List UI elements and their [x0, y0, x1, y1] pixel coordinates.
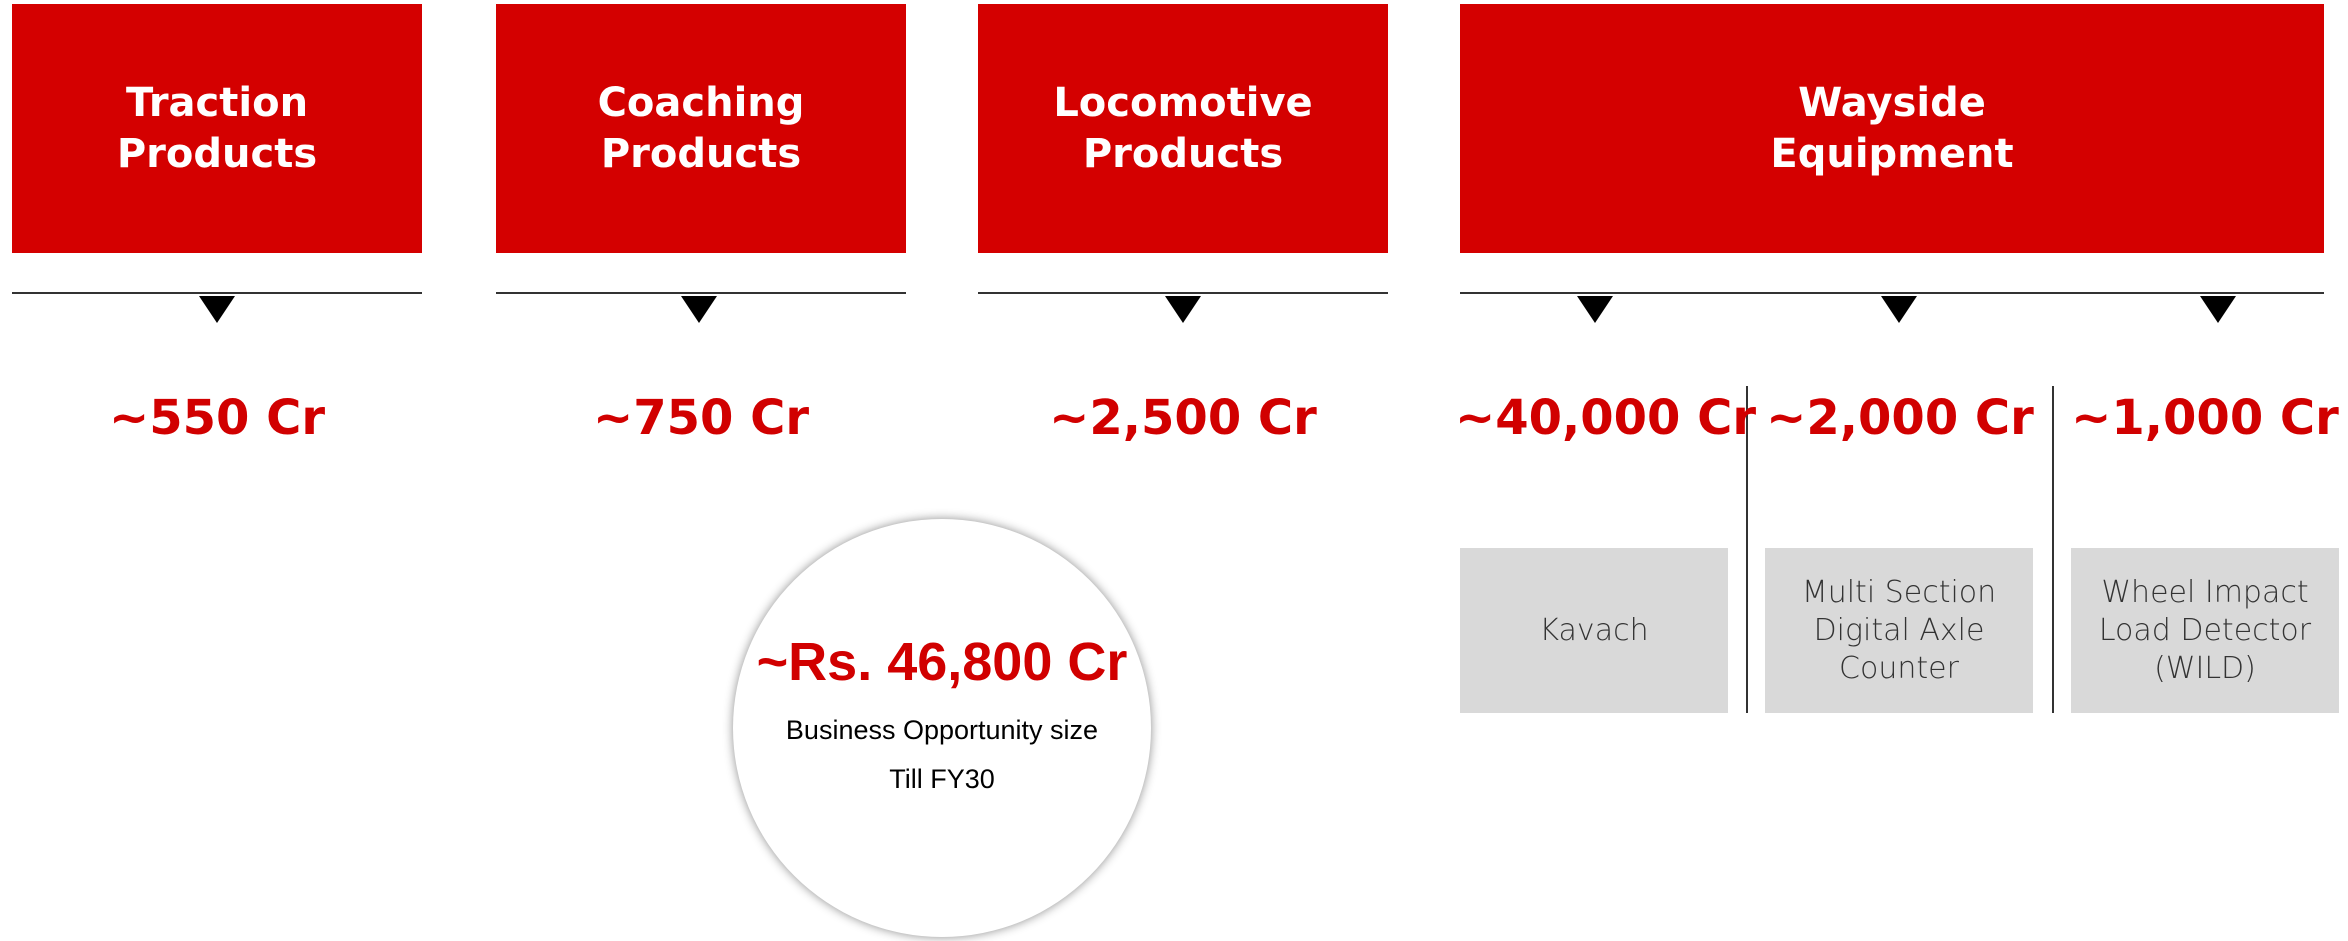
header-box: Locomotive Products [978, 4, 1388, 253]
header-line: Products [116, 130, 318, 177]
item-line: Wheel Impact [2101, 574, 2309, 610]
total-caption: Business Opportunity size [785, 715, 1099, 745]
arrow [199, 296, 235, 323]
header-line: Locomotive [1053, 79, 1313, 126]
arrow [681, 296, 717, 323]
header-box: Wayside Equipment [1460, 4, 2324, 253]
item-line: (WILD) [2154, 650, 2256, 686]
header-line: Products [1082, 130, 1284, 177]
item-line: Kavach [1539, 612, 1649, 648]
value: ~1,000 Cr [2071, 390, 2339, 446]
item-line: Counter [1839, 650, 1959, 686]
arrow [1881, 296, 1917, 323]
arrow [2200, 296, 2236, 323]
value: ~2,500 Cr [1049, 390, 1317, 446]
header-line: Wayside [1798, 79, 1986, 126]
value: ~750 Cr [592, 390, 810, 446]
total-caption: Till FY30 [889, 764, 995, 794]
item-line: Digital Axle [1813, 612, 1985, 648]
item-line: Load Detector [2098, 612, 2312, 648]
arrow [1577, 296, 1613, 323]
value: ~550 Cr [108, 390, 326, 446]
header-box: Traction Products [12, 4, 422, 253]
value: ~40,000 Cr [1455, 390, 1757, 446]
header-line: Products [600, 130, 802, 177]
header-line: Equipment [1770, 130, 2014, 177]
arrow [1165, 296, 1201, 323]
item-box: Multi Section Digital Axle Counter [1765, 548, 2033, 713]
item-line: Multi Section [1801, 574, 1997, 610]
item-box: Wheel Impact Load Detector (WILD) [2071, 548, 2339, 713]
value: ~2,000 Cr [1766, 390, 2034, 446]
total-value: ~Rs. 46,800 Cr [756, 632, 1128, 692]
total-circle: ~Rs. 46,800 Cr Business Opportunity size… [733, 519, 1151, 937]
item-box: Kavach [1460, 548, 1728, 713]
header-line: Coaching [597, 79, 805, 126]
header-box: Coaching Products [496, 4, 906, 253]
header-line: Traction [125, 79, 309, 126]
